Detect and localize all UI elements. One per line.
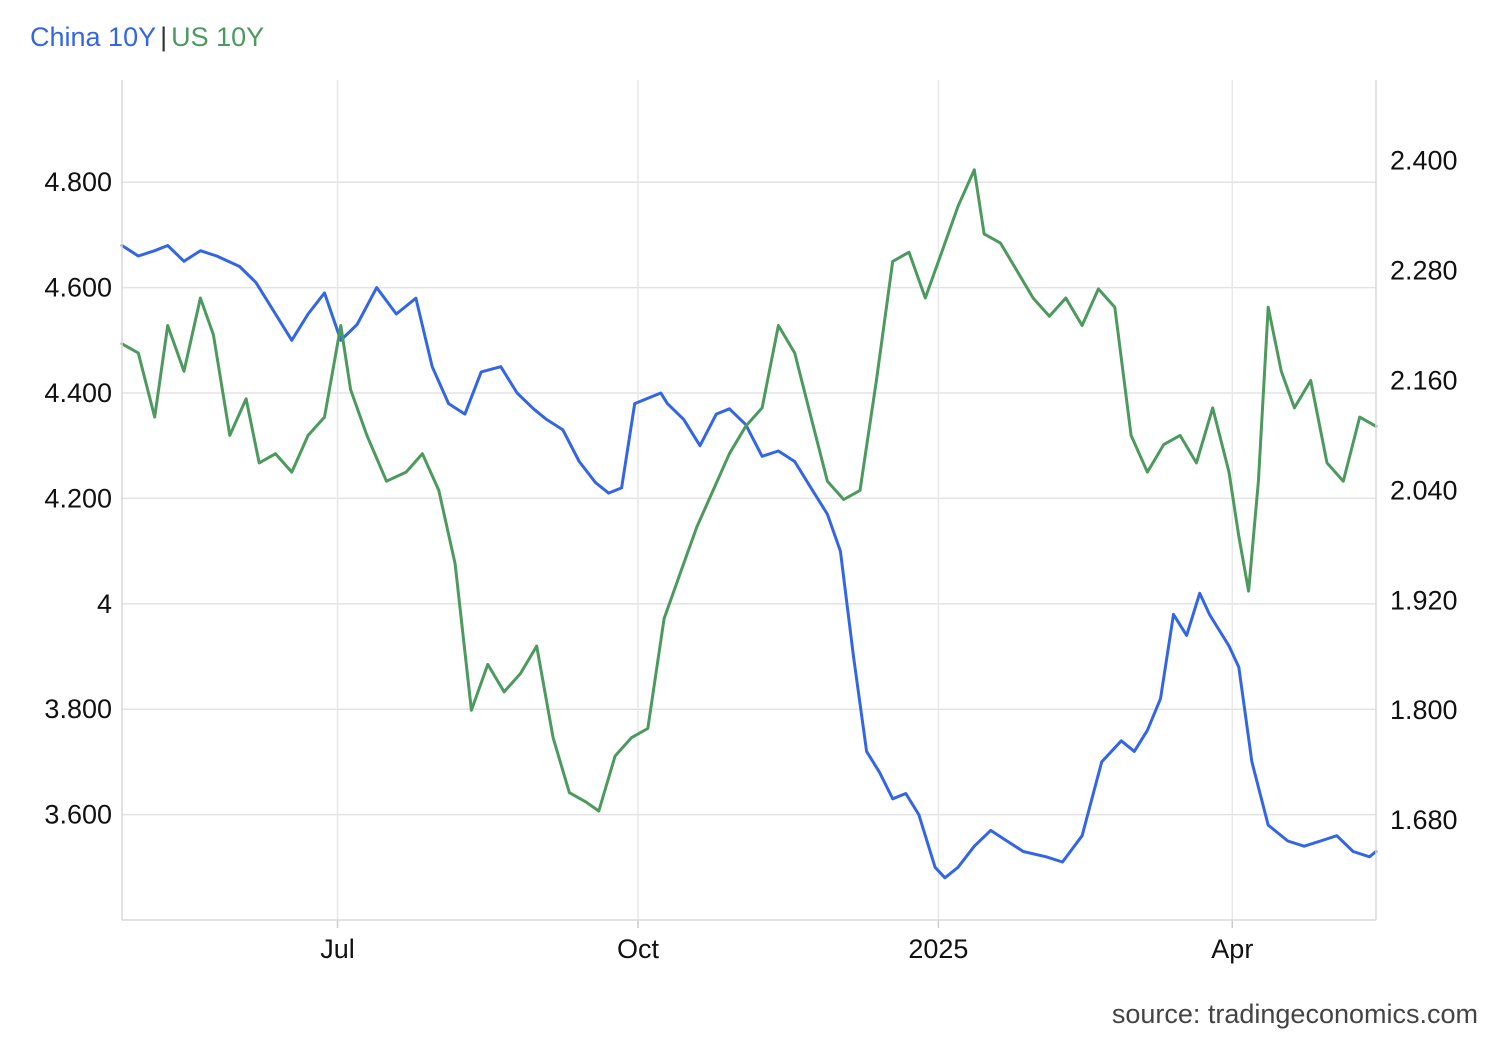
y-left-tick-label: 4.600 xyxy=(44,273,112,303)
chart-legend: China 10Y | US 10Y xyxy=(30,22,264,53)
source-credit: source: tradingeconomics.com xyxy=(1111,999,1478,1029)
y-left-tick-label: 3.600 xyxy=(44,800,112,830)
chart-axes: 3.600 3.800 4 4.200 4.400 4.600 4.800 1.680 1.80… xyxy=(44,80,1458,964)
y-right-tick-label: 2.040 xyxy=(1390,475,1458,505)
series-line-us-10y xyxy=(120,168,1378,813)
series-lines xyxy=(120,168,1378,880)
y-right-tick-label: 2.280 xyxy=(1390,256,1458,286)
grid-lines xyxy=(122,80,1376,920)
legend-china-10y[interactable]: China 10Y xyxy=(30,22,157,52)
y-left-tick-label: 3.800 xyxy=(44,694,112,724)
y-right-tick-label: 2.160 xyxy=(1390,365,1458,395)
y-left-tick-label: 4.800 xyxy=(44,167,112,197)
x-tick-label: Apr xyxy=(1211,934,1253,964)
x-tick-label: 2025 xyxy=(908,934,968,964)
x-tick-label: Jul xyxy=(320,934,355,964)
y-right-tick-label: 1.680 xyxy=(1390,805,1458,835)
series-line-china-10y xyxy=(120,244,1378,880)
y-left-tick-label: 4.200 xyxy=(44,483,112,513)
y-right-tick-label: 1.920 xyxy=(1390,585,1458,615)
y-right-tick-label: 1.800 xyxy=(1390,695,1458,725)
y-right-tick-label: 2.400 xyxy=(1390,146,1458,176)
x-tick-label: Oct xyxy=(617,934,660,964)
y-left-tick-label: 4.400 xyxy=(44,378,112,408)
legend-separator: | xyxy=(160,22,168,52)
legend-us-10y[interactable]: US 10Y xyxy=(171,22,265,52)
y-left-tick-label: 4 xyxy=(97,589,112,619)
